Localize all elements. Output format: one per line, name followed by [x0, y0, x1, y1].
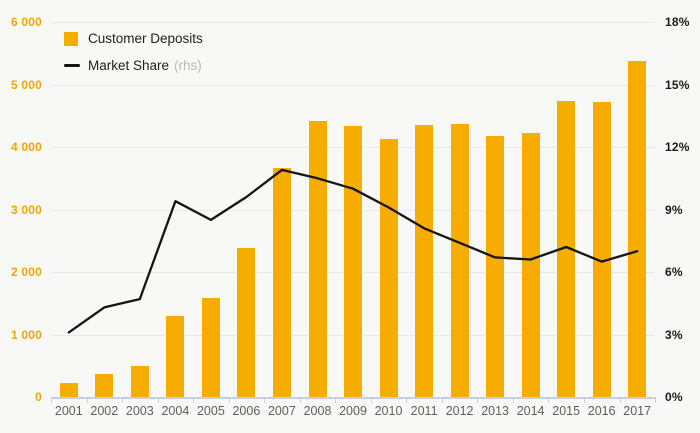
x-axis-label: 2002 — [90, 404, 119, 418]
bar-2001 — [59, 382, 78, 397]
y-axis-label-right: 18% — [665, 15, 690, 29]
bar-2013 — [486, 135, 505, 398]
bar-2015 — [557, 100, 576, 398]
x-axis-tick — [86, 397, 88, 403]
x-axis-tick — [122, 397, 124, 403]
bar-2009 — [344, 125, 362, 398]
bar-2014 — [521, 132, 540, 397]
bar-2005 — [201, 297, 220, 397]
x-axis-tick — [655, 397, 656, 403]
x-axis-label: 2008 — [303, 404, 332, 418]
x-axis-tick — [299, 397, 301, 403]
x-axis-label: 2006 — [232, 404, 261, 418]
x-axis-label: 2014 — [516, 404, 545, 418]
x-axis-tick — [157, 397, 159, 403]
bar-2006 — [237, 248, 256, 398]
x-axis-tick — [335, 397, 337, 403]
bar-2007 — [272, 168, 291, 398]
legend-label-customer-deposits: Customer Deposits — [88, 31, 203, 46]
x-axis-tick — [477, 397, 479, 403]
x-axis-label: 2007 — [267, 404, 296, 418]
legend-rhs-note: (rhs) — [174, 58, 202, 73]
x-axis-tick — [406, 397, 408, 403]
x-axis-tick — [512, 397, 514, 403]
x-axis-label: 2011 — [410, 404, 438, 418]
y-axis-label-right: 15% — [665, 77, 690, 92]
x-axis-tick — [583, 397, 585, 403]
x-axis-label: 2016 — [587, 404, 616, 418]
y-axis-label-right: 9% — [665, 202, 683, 217]
y-axis-label-left: 1 000 — [10, 327, 42, 342]
bar-2011 — [415, 124, 434, 397]
bar-2002 — [95, 373, 114, 397]
gridline — [51, 22, 655, 23]
bar-2016 — [592, 102, 611, 397]
x-axis-tick — [51, 397, 52, 403]
bar-2008 — [308, 120, 327, 398]
x-axis-tick — [548, 397, 550, 403]
x-axis-label: 2001 — [54, 404, 83, 418]
x-axis-tick — [264, 397, 266, 403]
x-axis-label: 2017 — [623, 404, 652, 418]
x-axis-tick — [619, 397, 621, 403]
y-axis-label-right: 0% — [665, 390, 683, 404]
bar-2017 — [628, 60, 647, 398]
x-axis-label: 2010 — [374, 404, 403, 418]
x-axis-label: 2009 — [339, 404, 367, 418]
x-axis-label: 2012 — [445, 404, 474, 418]
x-axis-tick — [441, 397, 443, 403]
bar-2012 — [450, 123, 469, 397]
y-axis-label-right: 3% — [665, 327, 683, 342]
y-axis-label-right: 6% — [665, 265, 683, 279]
x-axis-label: 2015 — [552, 404, 581, 418]
y-axis-label-left: 3 000 — [10, 202, 42, 217]
legend-label-market-share: Market Share — [88, 58, 170, 73]
bar-2004 — [166, 315, 185, 398]
line-series-swatch-icon — [64, 64, 80, 67]
y-axis-label-left: 2 000 — [10, 265, 42, 279]
legend-item-market-share: Market Share (rhs) — [64, 52, 203, 79]
x-axis-line — [51, 397, 655, 399]
x-axis-tick — [370, 397, 372, 403]
x-axis-tick — [228, 397, 230, 403]
x-axis-tick — [193, 397, 195, 403]
x-axis-label: 2004 — [161, 404, 190, 418]
bar-2003 — [130, 366, 149, 397]
x-axis-label: 2005 — [196, 404, 225, 418]
y-axis-label-right: 12% — [665, 140, 690, 154]
x-axis-label: 2003 — [125, 404, 154, 418]
gridline — [51, 84, 655, 86]
y-axis-label-left: 5 000 — [10, 77, 42, 92]
y-axis-label-left: 0 — [35, 390, 42, 404]
y-axis-label-left: 4 000 — [10, 140, 42, 154]
bar-series-swatch-icon — [64, 31, 78, 46]
x-axis-label: 2013 — [481, 404, 509, 418]
bar-2010 — [379, 138, 398, 397]
legend-item-customer-deposits: Customer Deposits — [64, 25, 203, 52]
y-axis-label-left: 6 000 — [10, 15, 42, 29]
chart-legend: Customer Deposits Market Share (rhs) — [64, 25, 203, 79]
